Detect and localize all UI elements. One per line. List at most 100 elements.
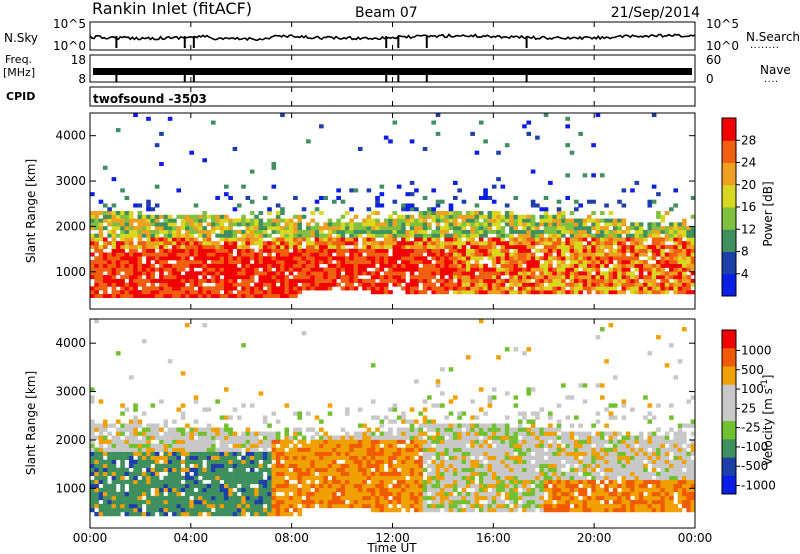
heatmap-cell bbox=[483, 423, 488, 428]
heatmap-cell bbox=[487, 427, 493, 432]
heatmap-cell bbox=[491, 222, 497, 227]
heatmap-cell bbox=[565, 267, 570, 272]
heatmap-cell bbox=[159, 229, 164, 234]
heatmap-cell bbox=[332, 267, 337, 272]
heatmap-cell bbox=[98, 244, 104, 249]
heatmap-cell bbox=[137, 275, 143, 280]
heatmap-cell bbox=[133, 248, 138, 253]
heatmap-cell bbox=[275, 290, 281, 295]
heatmap-cell bbox=[630, 282, 635, 287]
heatmap-cell bbox=[414, 256, 419, 261]
heatmap-cell bbox=[405, 459, 411, 464]
heatmap-cell bbox=[111, 226, 117, 231]
heatmap-cell bbox=[262, 241, 268, 246]
heatmap-cell bbox=[496, 290, 501, 295]
heatmap-cell bbox=[487, 503, 493, 509]
heatmap-cell bbox=[314, 275, 320, 280]
heatmap-cell bbox=[262, 278, 268, 283]
heatmap-cell bbox=[357, 256, 363, 261]
freq-left-tick-bottom: 8 bbox=[78, 72, 86, 86]
heatmap-cell bbox=[487, 252, 493, 257]
heatmap-cell bbox=[124, 455, 130, 460]
heatmap-cell bbox=[219, 499, 225, 505]
heatmap-cell bbox=[357, 483, 363, 489]
heatmap-cell bbox=[357, 226, 363, 231]
heatmap-cell bbox=[392, 252, 398, 257]
heatmap-cell bbox=[483, 241, 488, 246]
heatmap-cell bbox=[332, 282, 337, 287]
heatmap-cell bbox=[163, 286, 169, 291]
heatmap-cell bbox=[323, 256, 328, 261]
heatmap-cell bbox=[111, 507, 117, 513]
heatmap-cell bbox=[509, 467, 514, 473]
heatmap-cell bbox=[595, 290, 601, 295]
heatmap-cell bbox=[167, 116, 173, 121]
heatmap-cell bbox=[513, 244, 519, 249]
heatmap-cell bbox=[258, 218, 264, 223]
heatmap-cell bbox=[349, 483, 354, 489]
heatmap-cell bbox=[349, 435, 354, 440]
heatmap-cell bbox=[414, 290, 419, 295]
heatmap-cell bbox=[319, 248, 324, 253]
heatmap-cell bbox=[332, 248, 337, 253]
heatmap-cell bbox=[232, 263, 238, 268]
heatmap-cell bbox=[159, 282, 164, 287]
heatmap-cell bbox=[586, 256, 592, 261]
heatmap-cell bbox=[163, 260, 169, 265]
cpid-value: twofsound -3503 bbox=[93, 92, 207, 106]
heatmap-cell bbox=[440, 256, 445, 261]
heatmap-cell bbox=[543, 244, 549, 249]
heatmap-cell bbox=[254, 463, 259, 469]
heatmap-cell bbox=[522, 451, 527, 456]
freq-panel: Freq. [MHz] 18 8 60 0 Nave .... bbox=[3, 53, 791, 86]
heatmap-cell bbox=[483, 226, 488, 231]
heatmap-cell bbox=[465, 491, 471, 497]
heatmap-cell bbox=[94, 423, 99, 428]
heatmap-cell bbox=[522, 495, 527, 501]
heatmap-cell bbox=[470, 241, 475, 246]
heatmap-cell bbox=[102, 278, 108, 283]
heatmap-cell bbox=[470, 475, 475, 481]
heatmap-cell bbox=[189, 286, 195, 291]
heatmap-cell bbox=[444, 214, 449, 219]
heatmap-cell bbox=[198, 218, 203, 223]
heatmap-cell bbox=[228, 195, 233, 200]
heatmap-cell bbox=[154, 495, 160, 501]
heatmap-cell bbox=[198, 443, 203, 448]
heatmap-cell bbox=[465, 447, 471, 452]
heatmap-cell bbox=[435, 229, 441, 234]
heatmap-cell bbox=[496, 271, 501, 276]
heatmap-cell bbox=[457, 256, 462, 261]
heatmap-cell bbox=[405, 203, 411, 208]
heatmap-cell bbox=[327, 499, 333, 505]
heatmap-cell bbox=[176, 282, 182, 287]
heatmap-cell bbox=[310, 463, 316, 469]
heatmap-cell bbox=[254, 290, 259, 295]
heatmap-cell bbox=[409, 463, 415, 469]
colorbar-swatch bbox=[722, 207, 736, 230]
heatmap-cell bbox=[332, 226, 337, 231]
heatmap-cell bbox=[630, 290, 635, 295]
heatmap-cell bbox=[487, 244, 493, 249]
heatmap-cell bbox=[660, 226, 666, 231]
heatmap-cell bbox=[245, 435, 251, 440]
heatmap-cell bbox=[522, 260, 527, 265]
colorbar-swatch bbox=[722, 251, 736, 275]
heatmap-cell bbox=[115, 495, 121, 501]
heatmap-cell bbox=[176, 233, 182, 238]
heatmap-cell bbox=[418, 463, 424, 469]
heatmap-cell bbox=[552, 278, 558, 283]
heatmap-cell bbox=[146, 435, 151, 440]
heatmap-cell bbox=[543, 278, 549, 283]
heatmap-cell bbox=[180, 487, 186, 493]
heatmap-cell bbox=[111, 463, 117, 469]
heatmap-cell bbox=[262, 487, 268, 493]
heatmap-cell bbox=[526, 275, 532, 280]
heatmap-cell bbox=[574, 256, 579, 261]
heatmap-cell bbox=[141, 229, 147, 234]
heatmap-cell bbox=[353, 471, 359, 477]
heatmap-cell bbox=[448, 278, 454, 283]
heatmap-cell bbox=[163, 467, 169, 473]
heatmap-cell bbox=[232, 286, 238, 291]
heatmap-cell bbox=[383, 237, 389, 242]
